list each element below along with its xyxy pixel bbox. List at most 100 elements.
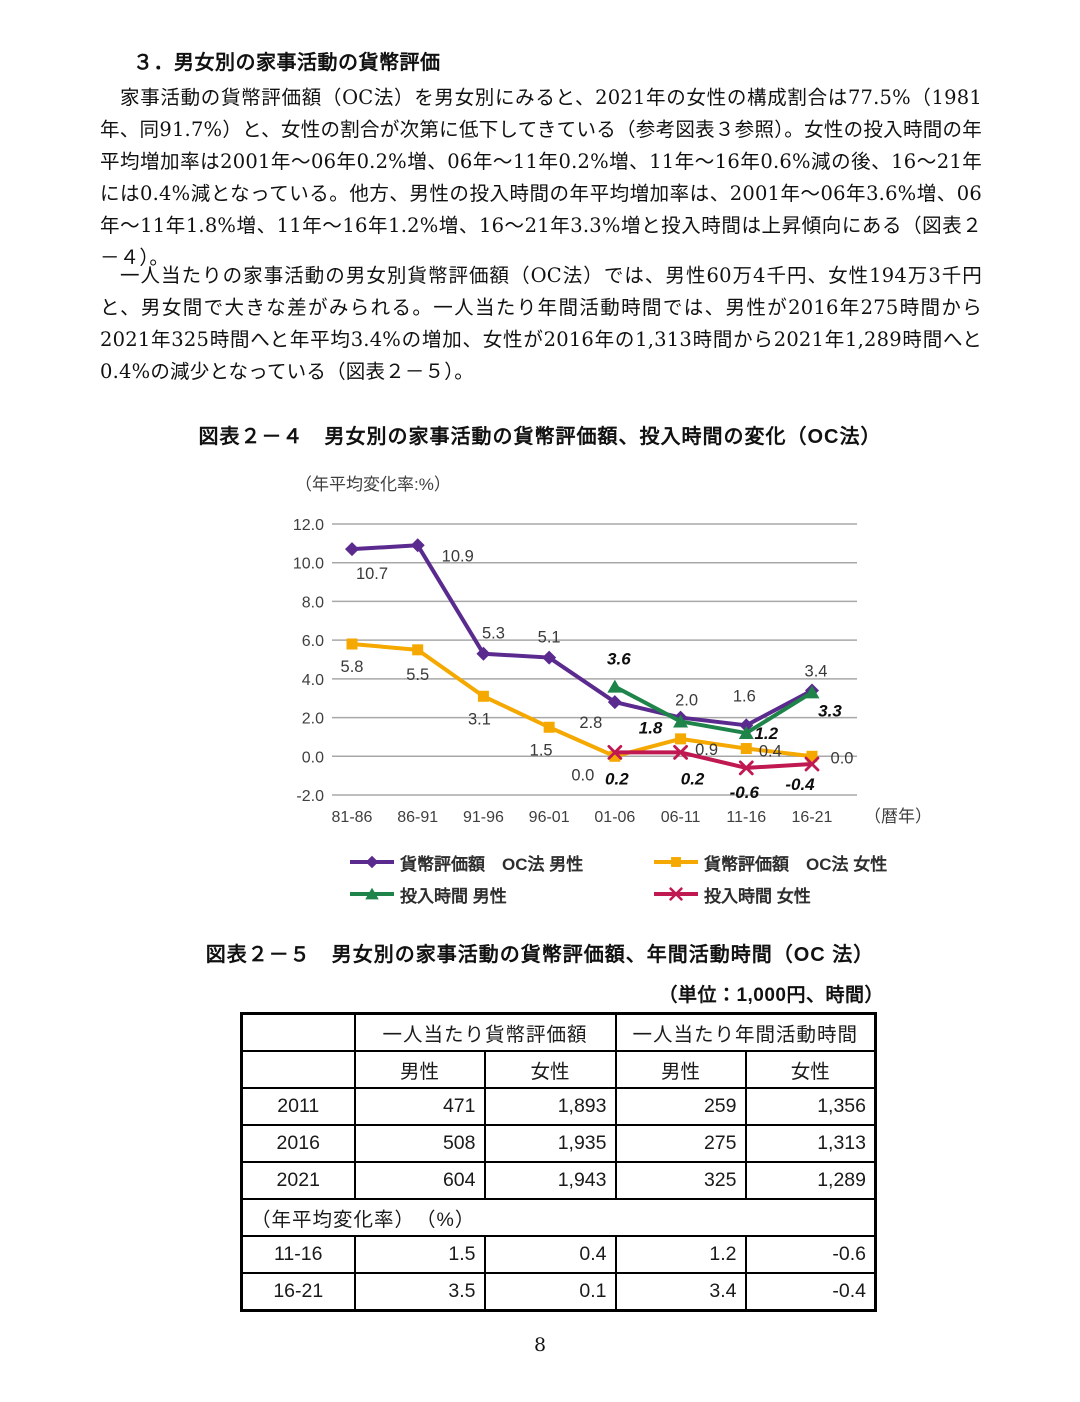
body-paragraph-2: 一人当たりの家事活動の男女別貨幣評価額（OC法）では、男性60万4千円、女性19…: [100, 264, 982, 383]
row-label: 2021: [240, 1161, 356, 1200]
svg-text:06-11: 06-11: [661, 809, 701, 826]
section-heading: ３．男女別の家事活動の貨幣評価: [133, 50, 441, 74]
svg-text:3.1: 3.1: [468, 710, 491, 728]
table-cell: 1,935: [483, 1124, 617, 1163]
svg-text:91-96: 91-96: [463, 809, 504, 826]
svg-text:0.2: 0.2: [605, 769, 629, 788]
legend-marker-triangle-icon: [350, 887, 394, 900]
table-cell: 3.4: [614, 1272, 747, 1312]
svg-text:81-86: 81-86: [332, 809, 373, 826]
table-cell: 1,289: [744, 1161, 877, 1200]
table-cell: 1,943: [483, 1161, 617, 1200]
svg-text:3.4: 3.4: [805, 662, 828, 680]
table-row: 16-21 3.5 0.1 3.4 -0.4: [240, 1272, 877, 1312]
legend-marker-diamond-icon: [350, 855, 394, 869]
legend-item-oc-male: 貨幣評価額 OC法 男性: [348, 852, 584, 874]
legend-label: 投入時間 女性: [704, 886, 811, 906]
legend-label: 貨幣評価額 OC法 男性: [400, 854, 584, 874]
svg-text:0.0: 0.0: [302, 749, 324, 766]
svg-text:16-21: 16-21: [792, 809, 833, 826]
svg-text:5.1: 5.1: [538, 629, 561, 647]
legend-item-hours-male: 投入時間 男性: [348, 884, 507, 906]
legend-label: 貨幣評価額 OC法 女性: [704, 854, 888, 874]
table-corner-cell: [240, 1012, 356, 1052]
row-label: 2016: [240, 1124, 356, 1163]
table-cell: -0.4: [744, 1272, 877, 1312]
sub-header: 女性: [744, 1050, 877, 1089]
table-cell: 508: [353, 1124, 486, 1163]
sub-header: 男性: [353, 1050, 486, 1089]
svg-text:1.2: 1.2: [754, 724, 778, 743]
table-cell: 1.5: [353, 1235, 486, 1274]
svg-text:0.2: 0.2: [681, 769, 705, 788]
legend-marker-x-icon: [654, 887, 698, 901]
svg-text:8.0: 8.0: [302, 594, 324, 611]
svg-text:0.4: 0.4: [759, 743, 782, 761]
legend-label: 投入時間 男性: [400, 886, 507, 906]
svg-text:01-06: 01-06: [594, 809, 635, 826]
svg-text:86-91: 86-91: [397, 809, 438, 826]
svg-text:2.0: 2.0: [675, 692, 698, 710]
table-cell: 275: [614, 1124, 747, 1163]
page-number: 8: [533, 1334, 547, 1356]
table-note-row: （年平均変化率） （%）: [240, 1198, 877, 1237]
svg-text:（年平均変化率:%）: （年平均変化率:%）: [295, 475, 451, 494]
figure-2-5-table: 一人当たり貨幣評価額 一人当たり年間活動時間 男性 女性 男性 女性 2011 …: [240, 1012, 877, 1312]
table-cell: 0.4: [483, 1235, 617, 1274]
sub-header: 男性: [614, 1050, 747, 1089]
table-cell: 1,356: [744, 1087, 877, 1126]
legend-item-oc-female: 貨幣評価額 OC法 女性: [652, 852, 888, 874]
figure-2-4-title: 図表２－４ 男女別の家事活動の貨幣評価額、投入時間の変化（OC法）: [198, 426, 882, 448]
svg-text:3.6: 3.6: [607, 650, 631, 669]
figure-2-4-chart: （年平均変化率:%） 12.0 10.0 8.0 6.0 4.0 2.0 0.0 -2.0 81-…: [240, 468, 960, 840]
table-cell: -0.6: [744, 1235, 877, 1274]
legend-item-hours-female: 投入時間 女性: [652, 884, 811, 906]
chart-legend: 貨幣評価額 OC法 男性 貨幣評価額 OC法 女性 投入時間 男性 投入時間 女…: [240, 846, 960, 916]
svg-text:1.8: 1.8: [639, 718, 663, 737]
svg-text:11-16: 11-16: [726, 809, 766, 826]
svg-text:2.0: 2.0: [302, 711, 324, 728]
svg-text:3.3: 3.3: [818, 701, 842, 720]
svg-text:6.0: 6.0: [302, 633, 324, 650]
svg-text:5.5: 5.5: [406, 666, 429, 684]
table-row: 2011 471 1,893 259 1,356: [240, 1087, 877, 1126]
group-header-valuation: 一人当たり貨幣評価額: [353, 1012, 617, 1052]
figure-2-5-title: 図表２－５ 男女別の家事活動の貨幣評価額、年間活動時間（OC 法）: [205, 944, 875, 966]
svg-text:-0.6: -0.6: [730, 783, 760, 802]
svg-text:5.8: 5.8: [341, 658, 364, 676]
svg-text:10.9: 10.9: [442, 547, 474, 565]
svg-text:5.3: 5.3: [482, 625, 505, 643]
row-label: 11-16: [240, 1235, 356, 1274]
svg-text:10.0: 10.0: [293, 556, 324, 573]
table-cell: 0.1: [483, 1272, 617, 1312]
table-row: 11-16 1.5 0.4 1.2 -0.6: [240, 1235, 877, 1274]
table-cell: 1.2: [614, 1235, 747, 1274]
svg-text:4.0: 4.0: [302, 672, 324, 689]
sub-header: 女性: [483, 1050, 617, 1089]
table-corner-cell: [240, 1050, 356, 1089]
table-cell: 1,313: [744, 1124, 877, 1163]
table-unit-note: （単位：1,000円、時間）: [658, 985, 884, 1006]
table-note: （年平均変化率） （%）: [240, 1198, 877, 1237]
svg-text:（暦年）: （暦年）: [864, 807, 932, 826]
row-label: 2011: [240, 1087, 356, 1126]
svg-text:10.7: 10.7: [356, 565, 388, 583]
group-header-hours: 一人当たり年間活動時間: [614, 1012, 877, 1052]
table-cell: 471: [353, 1087, 486, 1126]
svg-text:-2.0: -2.0: [296, 788, 324, 805]
row-label: 16-21: [240, 1272, 356, 1312]
svg-text:96-01: 96-01: [529, 809, 570, 826]
line-chart-svg: （年平均変化率:%） 12.0 10.0 8.0 6.0 4.0 2.0 0.0 -2.0 81-…: [293, 475, 932, 826]
table-cell: 1,893: [483, 1087, 617, 1126]
svg-text:1.6: 1.6: [733, 687, 756, 705]
table-cell: 604: [353, 1161, 486, 1200]
table-sub-header-row: 男性 女性 男性 女性: [240, 1050, 877, 1089]
body-paragraph-1: 家事活動の貨幣評価額（OC法）を男女別にみると、2021年の女性の構成割合は77…: [100, 86, 982, 269]
svg-text:12.0: 12.0: [293, 517, 324, 534]
table-cell: 259: [614, 1087, 747, 1126]
svg-text:2.8: 2.8: [579, 714, 602, 732]
table-row: 2021 604 1,943 325 1,289: [240, 1161, 877, 1200]
svg-text:-0.4: -0.4: [785, 775, 815, 794]
table-row: 2016 508 1,935 275 1,313: [240, 1124, 877, 1163]
